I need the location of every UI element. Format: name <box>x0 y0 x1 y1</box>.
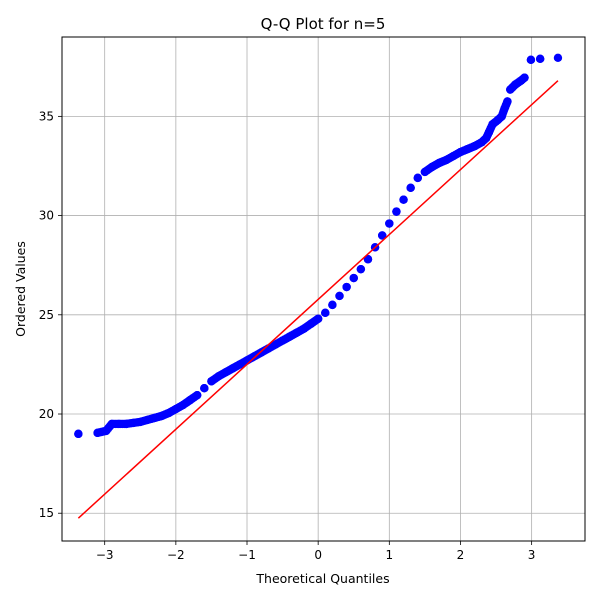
data-point <box>299 324 309 333</box>
data-point <box>484 128 494 137</box>
x-tick-label: 0 <box>314 548 322 562</box>
data-point <box>74 429 83 439</box>
data-point <box>185 395 195 405</box>
data-point <box>349 273 358 283</box>
data-point <box>207 377 216 386</box>
fit-line <box>77 80 559 519</box>
data-point <box>526 55 536 65</box>
data-point <box>500 104 509 113</box>
y-tick-label: 25 <box>39 308 54 322</box>
x-tick-label: −3 <box>96 548 114 562</box>
data-point <box>463 144 472 154</box>
data-point <box>342 282 351 292</box>
data-point <box>520 73 529 82</box>
data-point <box>93 428 102 438</box>
data-point <box>335 291 344 301</box>
data-point <box>101 426 111 436</box>
data-point <box>535 54 545 64</box>
data-point <box>420 167 430 177</box>
fit-line-layer <box>77 80 559 519</box>
data-point <box>150 413 159 423</box>
data-point <box>292 328 302 337</box>
chart-title: Q-Q Plot for n=5 <box>261 15 386 33</box>
x-tick-label: −2 <box>167 548 185 562</box>
data-point <box>321 308 330 318</box>
data-point <box>249 352 259 361</box>
data-point <box>406 183 415 193</box>
data-point <box>306 319 316 328</box>
data-point <box>171 404 181 414</box>
data-point <box>313 314 323 323</box>
data-point <box>427 162 437 172</box>
data-point <box>157 411 166 421</box>
data-point <box>107 419 117 429</box>
x-tick-label: 2 <box>457 548 465 562</box>
y-tick-label: 35 <box>39 109 54 123</box>
data-point <box>271 340 280 349</box>
data-point <box>434 158 444 168</box>
data-point <box>278 336 287 345</box>
data-point <box>136 417 145 427</box>
plot-frame <box>61 36 586 542</box>
data-point <box>143 415 152 425</box>
data-point <box>285 332 294 341</box>
data-point <box>235 360 245 369</box>
y-tick-label: 20 <box>39 407 54 421</box>
data-point <box>192 390 202 400</box>
y-tick-label: 15 <box>39 506 54 520</box>
y-tick-label: 30 <box>39 209 54 223</box>
data-point <box>221 368 230 377</box>
data-point <box>470 141 479 151</box>
x-axis-label: Theoretical Quantiles <box>255 571 389 586</box>
data-point <box>200 384 209 393</box>
data-point <box>363 255 373 264</box>
grid-lines <box>62 37 585 541</box>
data-point <box>228 364 237 373</box>
x-tick-label: 3 <box>528 548 536 562</box>
data-point <box>503 97 512 106</box>
x-tick-label: 1 <box>385 548 393 562</box>
data-point <box>392 207 401 216</box>
data-point <box>178 400 188 410</box>
x-tick-label: −1 <box>238 548 256 562</box>
data-point <box>378 231 387 240</box>
data-point <box>114 419 124 429</box>
data-point <box>328 300 337 310</box>
data-point <box>497 112 506 121</box>
axis-ticks: −3 −2 −1 0 1 2 3 15 20 25 30 35 <box>39 109 536 562</box>
data-point <box>214 372 223 381</box>
data-point <box>449 151 458 161</box>
data-point <box>399 195 408 204</box>
data-point <box>385 219 394 228</box>
data-point <box>456 147 465 157</box>
data-point <box>553 53 563 63</box>
y-axis-label: Ordered Values <box>13 241 28 337</box>
data-point <box>413 173 422 183</box>
data-point <box>356 264 366 274</box>
marker-trail <box>74 54 545 439</box>
data-point <box>121 419 131 429</box>
data-point <box>442 155 451 165</box>
data-point <box>128 418 138 428</box>
data-point <box>164 408 173 418</box>
